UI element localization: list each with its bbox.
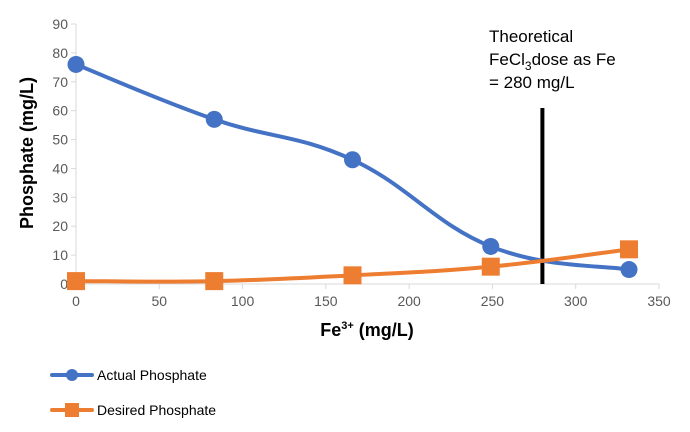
legend-item-actual: Actual Phosphate (50, 367, 207, 383)
legend-label-actual: Actual Phosphate (97, 367, 207, 383)
data-point-actual-phosphate (205, 110, 223, 128)
y-axis-title: Phosphate (mg/L) (17, 77, 37, 229)
y-tick-label: 80 (52, 45, 68, 61)
annotation-line-2-prefix: FeCl (489, 50, 525, 69)
legend-item-desired: Desired Phosphate (50, 402, 216, 418)
data-point-desired-phosphate (343, 266, 362, 285)
plot-area: 0 10 20 30 40 50 60 70 80 90 0 50 100 150 200 250 300 350 (52, 16, 670, 309)
y-tick-label: 20 (52, 218, 68, 234)
legend-marker-actual (66, 369, 78, 381)
x-axis-title-sup: 3+ (341, 320, 354, 332)
annotation-line-2-suffix: dose as Fe (532, 50, 616, 69)
series-group (67, 55, 639, 291)
y-tick-label: 40 (52, 160, 68, 176)
y-tick-label: 10 (52, 247, 68, 263)
data-point-actual-phosphate (344, 151, 362, 169)
x-tick-label: 250 (481, 293, 505, 309)
x-axis-title-unit: (mg/L) (354, 320, 414, 340)
data-point-desired-phosphate (205, 272, 224, 291)
data-point-desired-phosphate (67, 272, 85, 291)
x-tick-label: 350 (647, 293, 671, 309)
x-tick-label: 150 (314, 293, 338, 309)
y-tick-label: 50 (52, 132, 68, 148)
data-point-desired-phosphate (481, 257, 500, 276)
x-tick-label: 200 (397, 293, 421, 309)
y-tick-label: 70 (52, 74, 68, 90)
x-tick-label: 300 (564, 293, 588, 309)
data-point-desired-phosphate (620, 240, 639, 259)
data-point-actual-phosphate (482, 237, 500, 255)
annotation-line-2-sub: 3 (525, 59, 532, 73)
legend: Actual Phosphate Desired Phosphate (50, 367, 216, 418)
annotation-line-2: FeCl3dose as Fe (489, 50, 616, 73)
series-actual-phosphate (67, 55, 638, 279)
y-tick-label: 90 (52, 16, 68, 32)
series-desired-phosphate (67, 240, 639, 291)
x-axis-title-base: Fe (320, 320, 341, 340)
legend-marker-desired (65, 403, 79, 417)
annotation-line-1: Theoretical (489, 27, 573, 46)
x-tick-label: 0 (72, 293, 80, 309)
y-tick-label: 30 (52, 189, 68, 205)
reference-annotation: Theoretical FeCl3dose as Fe = 280 mg/L (489, 27, 616, 92)
x-tick-label: 100 (231, 293, 255, 309)
legend-label-desired: Desired Phosphate (97, 402, 216, 418)
annotation-line-3: = 280 mg/L (489, 73, 575, 92)
y-tick-label: 0 (60, 276, 68, 292)
x-tick-label: 50 (151, 293, 167, 309)
data-point-actual-phosphate (67, 55, 85, 73)
y-tick-label: 60 (52, 103, 68, 119)
data-point-actual-phosphate (620, 261, 638, 279)
x-axis-title: Fe3+ (mg/L) (320, 320, 414, 340)
